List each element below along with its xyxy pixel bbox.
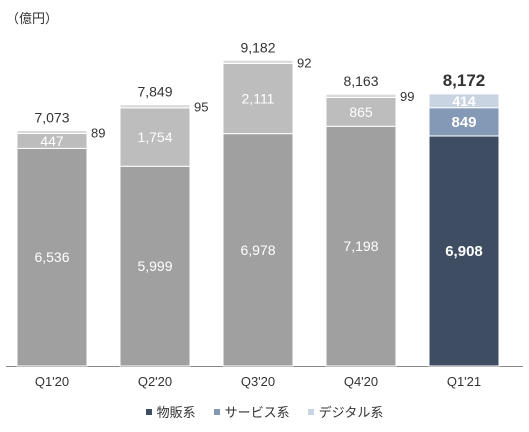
bar-digital-4: [428, 93, 500, 109]
bar-physical-goods-0: [16, 147, 88, 367]
bar-services-3: [325, 97, 397, 127]
legend-label-services: サービス系: [224, 405, 290, 420]
data-label-services-0: 447: [40, 133, 64, 149]
legend-label-physical-goods: 物販系: [156, 405, 196, 420]
bar-digital-3: [325, 93, 397, 99]
bar-services-1: [119, 107, 191, 167]
total-label-3: 8,163: [343, 73, 378, 89]
unit-label: （億円）: [6, 11, 59, 26]
bar-physical-goods-3: [325, 125, 397, 367]
data-label-physical-goods-3: 7,198: [343, 238, 378, 254]
data-label-services-2: 2,111: [242, 90, 275, 106]
bar-physical-goods-2: [222, 133, 294, 367]
legend-swatch-services: [213, 408, 220, 415]
legend-item-services: サービス系: [213, 402, 290, 421]
data-label-services-1: 1,754: [137, 129, 172, 145]
bar-physical-goods-1: [119, 165, 191, 367]
data-label-digital-3: 99: [400, 89, 414, 104]
bar-services-2: [222, 62, 294, 135]
data-label-digital-1: 95: [194, 100, 208, 115]
data-label-physical-goods-2: 6,978: [240, 242, 275, 258]
data-label-digital-4: 414: [452, 93, 476, 109]
bar-digital-2: [222, 59, 294, 64]
legend-item-digital: デジタル系: [307, 402, 384, 421]
data-label-services-3: 865: [349, 104, 373, 120]
x-tick-label-2: Q3'20: [241, 374, 275, 389]
legend-swatch-digital: [307, 408, 314, 415]
bar-digital-0: [16, 130, 88, 134]
data-label-services-4: 849: [451, 114, 476, 131]
x-tick-label-4: Q1'21: [447, 374, 481, 389]
data-label-digital-2: 92: [297, 55, 311, 70]
legend-label-digital: デジタル系: [318, 405, 384, 420]
data-label-physical-goods-1: 5,999: [137, 258, 172, 274]
bar-digital-1: [119, 104, 191, 109]
legend-item-physical-goods: 物販系: [145, 402, 196, 421]
data-label-physical-goods-0: 6,536: [34, 249, 69, 265]
x-tick-label-3: Q4'20: [344, 374, 378, 389]
total-label-4: 8,172: [443, 71, 486, 90]
total-label-1: 7,849: [137, 84, 172, 100]
legend-swatch-physical-goods: [145, 408, 152, 415]
total-label-0: 7,073: [34, 110, 69, 126]
x-tick-label-1: Q2'20: [138, 374, 172, 389]
data-label-physical-goods-4: 6,908: [445, 243, 483, 260]
total-label-2: 9,182: [240, 39, 275, 55]
data-label-digital-0: 89: [91, 126, 105, 141]
x-tick-label-0: Q1'20: [35, 374, 69, 389]
bar-physical-goods-4: [428, 135, 500, 367]
legend: 物販系 サービス系 デジタル系: [0, 402, 529, 421]
